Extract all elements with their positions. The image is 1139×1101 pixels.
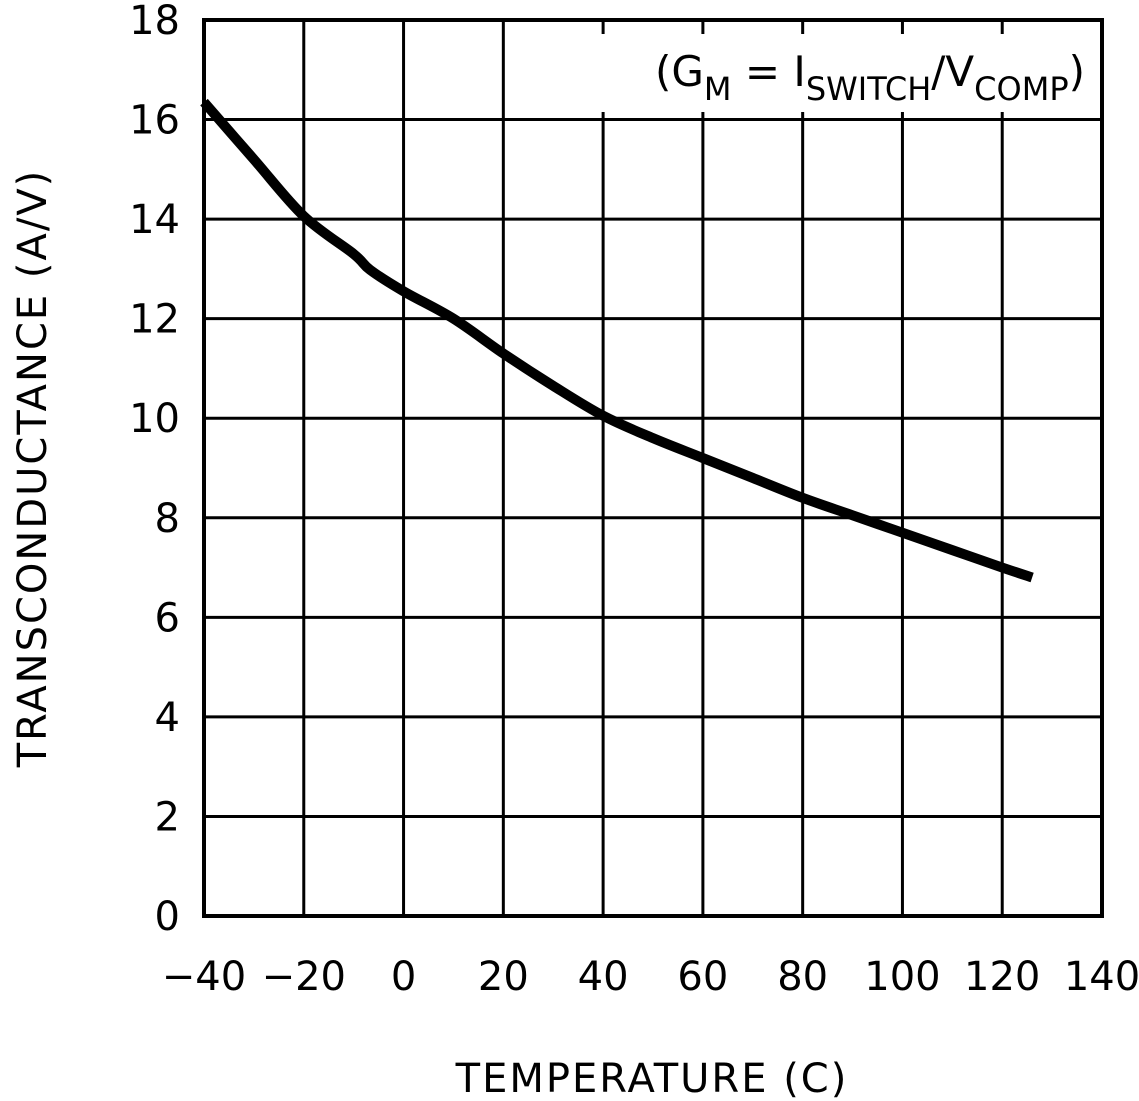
x-tick-label: 80 (777, 954, 828, 1000)
x-tick-label: 20 (478, 954, 529, 1000)
y-tick-label: 8 (155, 496, 180, 542)
y-tick-label: 10 (129, 396, 180, 442)
y-tick-label: 14 (129, 197, 180, 243)
x-tick-label: 60 (677, 954, 728, 1000)
x-tick-label: 140 (1064, 954, 1139, 1000)
annotation-main: (G (655, 47, 704, 96)
y-axis-title: TRANSCONDUCTANCE (A/V) (10, 169, 56, 769)
y-axis-tick-labels: 0 2 4 6 8 10 12 14 16 18 (129, 0, 180, 940)
y-tick-label: 6 (155, 595, 180, 641)
x-tick-label: 40 (578, 954, 629, 1000)
y-tick-label: 2 (155, 794, 180, 840)
y-tick-label: 16 (129, 98, 180, 144)
x-axis-tick-labels: −40 −20 0 20 40 60 80 100 120 140 (162, 954, 1139, 1000)
y-tick-label: 4 (155, 695, 180, 741)
annotation-main: = I (732, 47, 806, 96)
annotation-main: /V (931, 47, 974, 96)
y-tick-label: 12 (129, 297, 180, 343)
x-tick-label: 120 (964, 954, 1040, 1000)
plot-frame (202, 18, 1104, 918)
x-tick-label: −40 (162, 954, 246, 1000)
annotation-main: ) (1069, 47, 1085, 96)
annotation-subscript: SWITCH (806, 70, 931, 108)
grid-lines (202, 18, 1104, 918)
x-tick-label: −20 (262, 954, 346, 1000)
x-tick-label: 100 (864, 954, 940, 1000)
annotation-background (575, 34, 1095, 112)
annotation-subscript: M (704, 70, 732, 108)
transconductance-curve (200, 98, 1034, 583)
x-tick-label: 0 (391, 954, 416, 1000)
y-tick-label: 18 (129, 0, 180, 44)
annotation-subscript: COMP (974, 70, 1068, 108)
annotation-text: (GM = ISWITCH/VCOMP) (655, 47, 1085, 108)
x-axis-title: TEMPERATURE (C) (455, 1056, 849, 1101)
y-tick-label: 0 (155, 894, 180, 940)
formula-annotation: (GM = ISWITCH/VCOMP) (575, 34, 1095, 112)
